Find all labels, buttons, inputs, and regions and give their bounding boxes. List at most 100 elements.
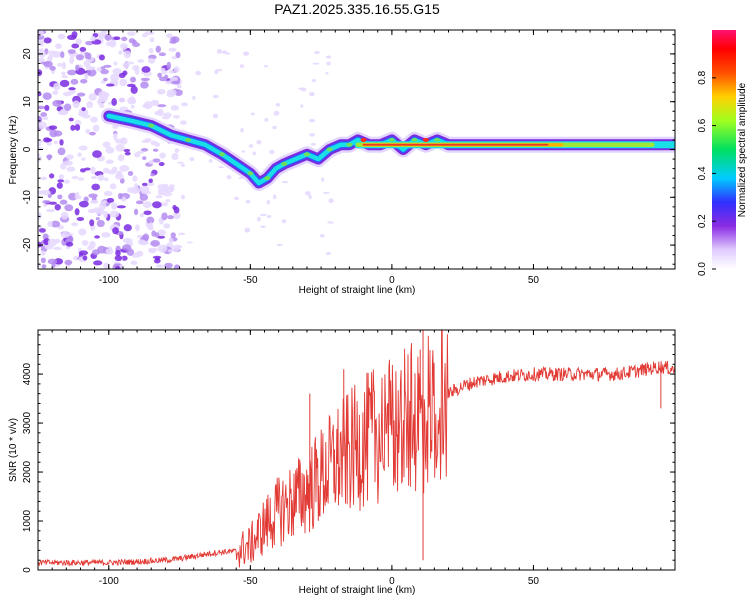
noise-blob: [118, 97, 126, 103]
noise-blob: [49, 65, 56, 71]
noise-blob: [170, 80, 181, 85]
noise-blob: [96, 219, 105, 228]
noise-blob: [100, 69, 109, 75]
noise-blob: [60, 51, 65, 59]
noise-blob: [78, 228, 87, 236]
noise-blob: [301, 87, 307, 92]
colorbar: 0.0 0.2 0.4 0.6 0.8 Normalized spectral ampl…: [697, 30, 748, 276]
noise-blob: [118, 50, 123, 55]
noise-blob: [98, 54, 105, 61]
noise-blob: [140, 148, 149, 152]
noise-blob: [83, 60, 91, 68]
noise-blob: [111, 166, 118, 172]
noise-blob: [42, 92, 52, 100]
spectrogram-xtick-label: -50: [243, 275, 258, 286]
track-bead: [247, 171, 254, 176]
noise-blob: [130, 85, 138, 94]
noise-blob: [148, 222, 153, 229]
noise-blob: [59, 199, 68, 205]
noise-blob: [75, 38, 83, 45]
noise-blob: [82, 114, 91, 119]
noise-blob: [99, 103, 105, 108]
noise-blob: [144, 138, 152, 142]
colorbar-tick-label: 0.6: [697, 118, 708, 132]
noise-blob: [148, 178, 153, 183]
noise-blob: [325, 55, 332, 59]
noise-blob: [130, 260, 138, 265]
noise-blob: [79, 46, 87, 52]
noise-blob: [42, 116, 49, 121]
noise-blob: [53, 82, 61, 91]
noise-blob: [43, 61, 53, 68]
noise-blob: [118, 72, 126, 79]
noise-blob: [169, 185, 175, 192]
noise-blob: [212, 113, 219, 119]
noise-blob: [115, 144, 125, 152]
noise-blob: [127, 31, 136, 36]
noise-blob: [103, 262, 110, 269]
noise-blob: [139, 212, 145, 218]
noise-blob: [57, 33, 66, 40]
track-hotspot: [422, 137, 429, 142]
noise-blob: [108, 39, 117, 48]
noise-blob: [71, 43, 80, 49]
noise-blob: [82, 255, 88, 261]
noise-blob: [168, 70, 175, 74]
noise-blob: [122, 62, 130, 69]
noise-blob: [319, 234, 325, 238]
noise-blob: [57, 110, 68, 116]
spectrogram-xtick-label: 50: [528, 275, 540, 286]
noise-blob: [78, 200, 89, 208]
noise-blob: [310, 143, 317, 146]
noise-blob: [156, 88, 166, 95]
track-bead: [148, 123, 155, 128]
noise-blob: [281, 180, 289, 184]
noise-blob: [208, 159, 213, 163]
noise-blob: [142, 201, 152, 209]
noise-blob: [38, 48, 44, 52]
noise-blob: [176, 84, 182, 89]
noise-blob: [137, 239, 146, 245]
noise-blob: [218, 166, 224, 169]
noise-blob: [103, 210, 108, 219]
noise-blob: [113, 61, 118, 66]
noise-blob: [243, 51, 250, 56]
spectrogram-ytick-label: 20: [22, 48, 33, 60]
noise-blob: [109, 210, 120, 218]
noise-blob: [113, 36, 121, 41]
snr-ytick-label: 0: [22, 567, 33, 573]
noise-blob: [105, 146, 115, 154]
noise-blob: [136, 235, 143, 239]
noise-blob: [117, 192, 123, 200]
noise-blob: [181, 102, 189, 107]
noise-blob: [66, 69, 77, 76]
noise-blob: [119, 78, 128, 87]
noise-blob: [74, 124, 81, 131]
noise-blob: [96, 67, 102, 72]
snr-xtick-label: -100: [99, 576, 119, 587]
snr-y-ticks: 0 1000 2000 3000 4000: [22, 334, 675, 573]
noise-blob: [148, 248, 157, 254]
noise-blob: [77, 92, 86, 97]
noise-blob: [123, 50, 132, 59]
noise-blob: [173, 264, 181, 269]
noise-blob: [40, 250, 46, 256]
noise-blob: [162, 112, 172, 118]
track-bead: [411, 137, 418, 142]
noise-blob: [135, 200, 144, 205]
noise-blob: [56, 182, 63, 189]
noise-blob: [248, 144, 254, 148]
noise-blob: [80, 78, 88, 84]
noise-blob: [44, 104, 50, 112]
noise-blob: [148, 160, 154, 165]
noise-blob: [137, 59, 145, 63]
noise-blob: [47, 50, 57, 55]
noise-blob: [157, 229, 166, 237]
noise-blob: [166, 33, 173, 39]
noise-blob: [178, 232, 186, 236]
noise-blob: [322, 191, 330, 194]
noise-blob: [98, 90, 108, 99]
spectrogram-xtick-label: -100: [99, 275, 119, 286]
noise-blob: [168, 249, 173, 253]
